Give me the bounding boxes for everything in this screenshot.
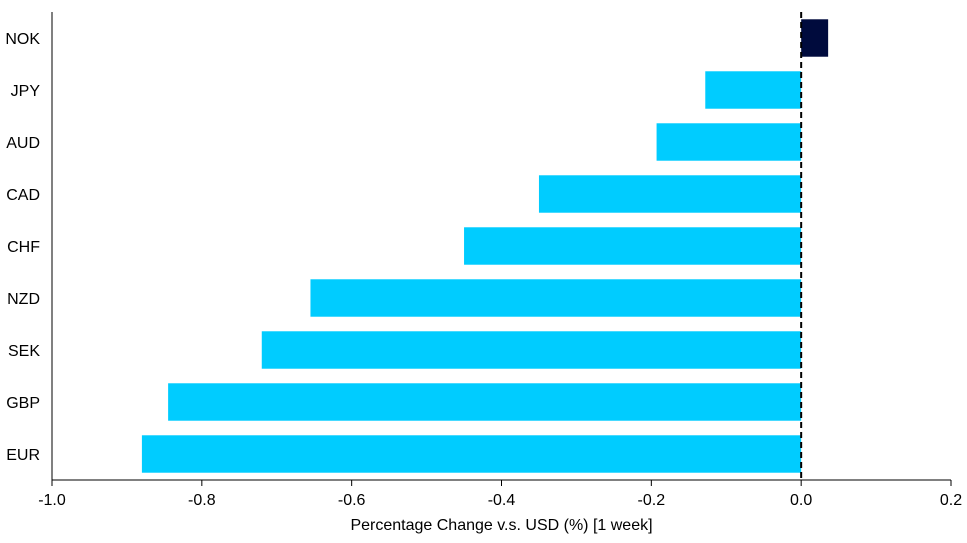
category-label-eur: EUR [6,447,40,464]
category-label-gbp: GBP [6,395,40,412]
bar-sek [261,331,802,369]
bar-gbp [168,383,802,421]
x-tick-label: 0.2 [940,492,962,509]
category-label-nzd: NZD [7,291,40,308]
x-axis-title: Percentage Change v.s. USD (%) [1 week] [350,517,652,534]
bar-nok [801,19,829,57]
bar-aud [656,123,802,161]
bar-jpy [705,71,802,109]
bar-chf [464,227,802,265]
bar-eur [141,435,802,473]
category-label-cad: CAD [6,187,40,204]
x-tick-label: -0.4 [488,492,516,509]
bar-cad [538,175,802,213]
category-label-aud: AUD [6,135,40,152]
x-tick-label: -1.0 [38,492,66,509]
x-tick-label: -0.6 [338,492,366,509]
x-tick-label: 0.0 [790,492,812,509]
bar-nzd [310,279,802,317]
category-labels: NOK JPY AUD CAD CHF NZD SEK GBP EUR [5,31,40,464]
x-tick-label: -0.2 [638,492,666,509]
x-ticks: -1.0 -0.8 -0.6 -0.4 -0.2 0.0 0.2 [38,480,962,509]
bars-group [141,19,829,473]
category-label-jpy: JPY [11,83,41,100]
category-label-sek: SEK [8,343,40,360]
category-label-chf: CHF [7,239,40,256]
x-tick-label: -0.8 [188,492,216,509]
category-label-nok: NOK [5,31,40,48]
